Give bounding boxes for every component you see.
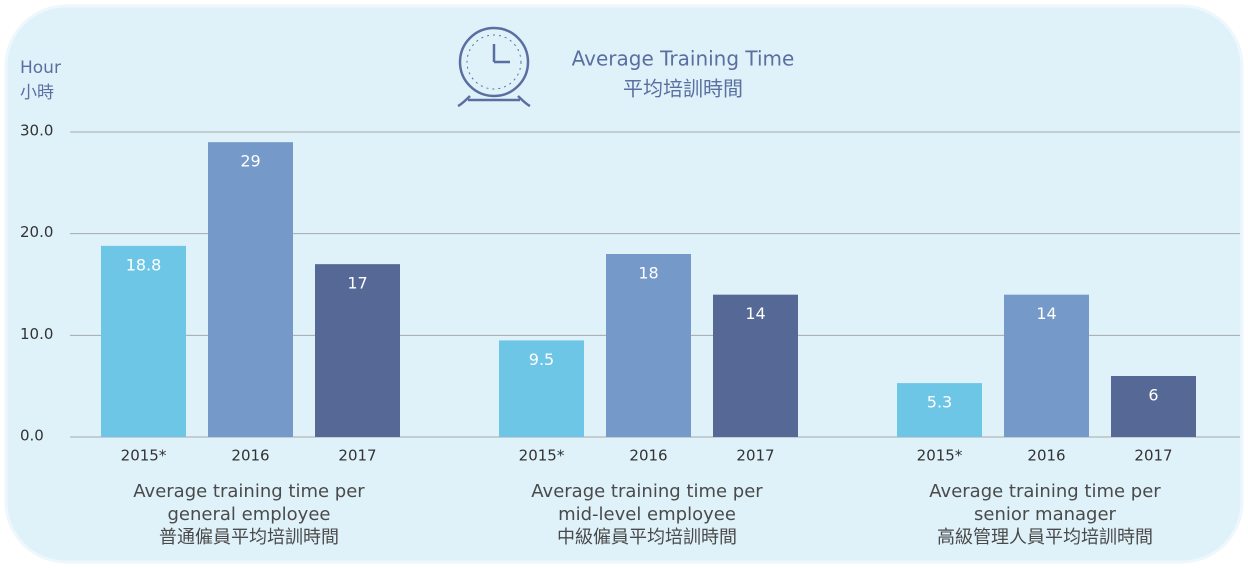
chart-subtitle: 平均培訓時間 [623,77,743,101]
clock-icon [457,26,531,108]
x-tick-label: 2015* [519,447,565,465]
x-category-label: 高級管理人員平均培訓時間 [937,527,1153,548]
bar [713,294,798,437]
x-category-label: Average training time per [929,481,1161,502]
x-category-label: 中級僱員平均培訓時間 [557,527,737,548]
x-tick-label: 2015* [917,447,963,465]
chart-title: Average Training Time [572,47,795,71]
bar [499,340,584,437]
y-tick-label: 10.0 [20,325,53,343]
x-tick-label: 2016 [1027,447,1065,465]
bar-value-label: 18 [638,264,658,283]
bar [1111,376,1196,437]
x-tick-label: 2017 [338,447,376,465]
x-category-label: mid-level employee [558,504,736,525]
x-tick-label: 2016 [231,447,269,465]
x-tick-label: 2015* [121,447,167,465]
bar-value-label: 14 [745,304,765,323]
bar-value-label: 5.3 [927,393,952,412]
x-category-label: 普通僱員平均培訓時間 [159,527,339,548]
x-tick-label: 2017 [736,447,774,465]
bar-value-label: 14 [1036,304,1056,323]
bar [897,383,982,437]
bar [208,142,293,437]
x-category-label: general employee [168,504,331,525]
x-category-label: senior manager [974,504,1116,525]
bar-value-label: 17 [347,274,367,293]
y-axis-label: 小時 [20,83,54,103]
y-tick-label: 20.0 [20,223,53,241]
y-tick-label: 0.0 [20,427,44,445]
bar [315,264,400,437]
y-tick-label: 30.0 [20,122,53,140]
x-tick-label: 2016 [629,447,667,465]
bar-value-label: 18.8 [126,255,162,274]
bar [101,245,186,437]
bar-value-label: 6 [1148,386,1158,405]
x-category-label: Average training time per [133,481,365,502]
bar [1004,294,1089,437]
x-category-label: Average training time per [531,481,763,502]
bar [606,254,691,437]
y-axis-label: Hour [20,58,61,78]
x-tick-label: 2017 [1134,447,1172,465]
bar-value-label: 29 [240,152,260,171]
bar-value-label: 9.5 [529,350,554,369]
